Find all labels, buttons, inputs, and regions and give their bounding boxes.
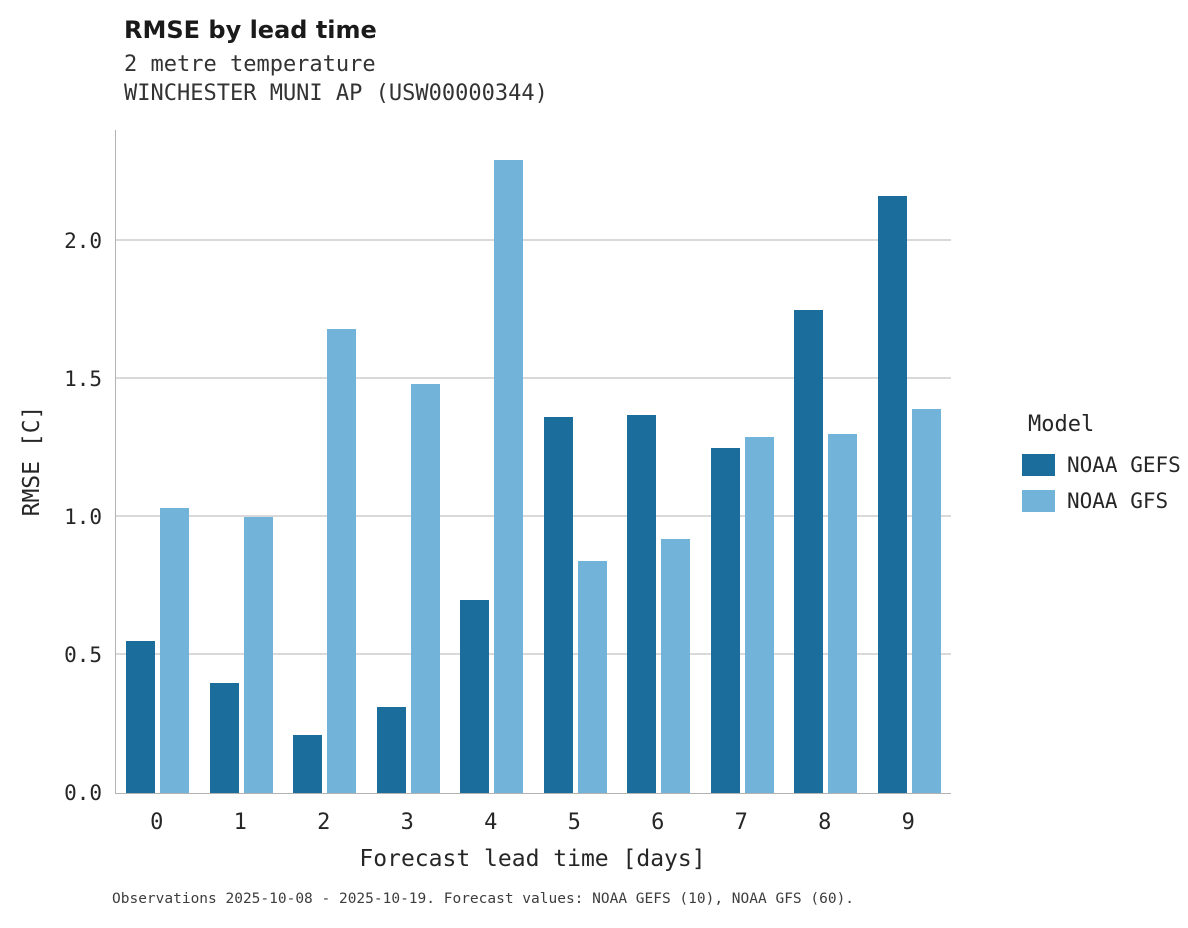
bar-noaa-gefs-lead-3 — [376, 707, 406, 793]
bar-noaa-gefs-lead-2 — [293, 735, 323, 793]
bar-noaa-gfs-lead-2 — [327, 328, 357, 793]
bar-noaa-gefs-lead-8 — [794, 309, 824, 793]
bar-noaa-gefs-lead-4 — [460, 599, 490, 793]
x-axis-label: Forecast lead time [days] — [359, 846, 706, 872]
y-tick-label: 0.0 — [64, 781, 102, 805]
bar-noaa-gefs-lead-0 — [126, 641, 156, 793]
bar-noaa-gfs-lead-0 — [160, 508, 190, 793]
bar-noaa-gfs-lead-7 — [744, 436, 774, 793]
chart-caption: Observations 2025-10-08 - 2025-10-19. Fo… — [112, 891, 855, 907]
x-tick-label: 5 — [567, 810, 581, 835]
y-tick-label: 1.0 — [64, 504, 102, 529]
gridline-1.0 — [116, 515, 951, 517]
bar-noaa-gfs-lead-4 — [494, 160, 524, 793]
bar-noaa-gefs-lead-5 — [543, 417, 573, 793]
x-tick-label: 7 — [734, 810, 748, 835]
gridline-2.0 — [116, 239, 951, 241]
x-tick-label: 9 — [901, 810, 915, 835]
gridline-0.5 — [116, 653, 951, 655]
bar-noaa-gfs-lead-3 — [410, 384, 440, 793]
legend-item-noaa-gefs: NOAA GEFS — [1022, 453, 1181, 477]
legend-label: NOAA GEFS — [1067, 453, 1181, 477]
bar-noaa-gfs-lead-5 — [577, 560, 607, 793]
x-tick-label: 4 — [484, 810, 498, 835]
legend-label: NOAA GFS — [1067, 489, 1169, 513]
x-tick-label: 8 — [818, 810, 832, 835]
plot-area — [115, 130, 951, 794]
bar-noaa-gfs-lead-9 — [911, 409, 941, 793]
legend: Model NOAA GEFS NOAA GFS — [1022, 412, 1181, 525]
x-tick-label: 2 — [317, 810, 331, 835]
x-tick-label: 1 — [233, 810, 247, 835]
x-tick-label: 6 — [651, 810, 665, 835]
gridline-1.5 — [116, 377, 951, 379]
x-tick-label: 0 — [150, 810, 164, 835]
bar-noaa-gefs-lead-9 — [877, 196, 907, 793]
bar-noaa-gfs-lead-1 — [243, 516, 273, 793]
legend-swatch-noaa-gfs — [1022, 490, 1055, 512]
bar-noaa-gefs-lead-1 — [209, 682, 239, 793]
x-tick-label: 3 — [400, 810, 414, 835]
y-axis-label: RMSE [C] — [19, 405, 45, 517]
legend-swatch-noaa-gefs — [1022, 454, 1055, 476]
bar-noaa-gefs-lead-6 — [627, 414, 657, 793]
chart-subtitle-station: WINCHESTER MUNI AP (USW00000344) — [124, 81, 548, 106]
legend-title: Model — [1028, 412, 1095, 437]
bar-noaa-gefs-lead-7 — [710, 447, 740, 793]
chart-subtitle-variable: 2 metre temperature — [124, 52, 376, 77]
legend-item-noaa-gfs: NOAA GFS — [1022, 489, 1181, 513]
y-tick-label: 1.5 — [64, 366, 102, 391]
legend-items: NOAA GEFS NOAA GFS — [1022, 453, 1181, 513]
chart-title: RMSE by lead time — [124, 16, 377, 44]
y-tick-label: 2.0 — [64, 228, 102, 253]
y-tick-label: 0.5 — [64, 642, 102, 667]
bar-noaa-gfs-lead-8 — [828, 433, 858, 793]
bar-noaa-gfs-lead-6 — [661, 538, 691, 793]
